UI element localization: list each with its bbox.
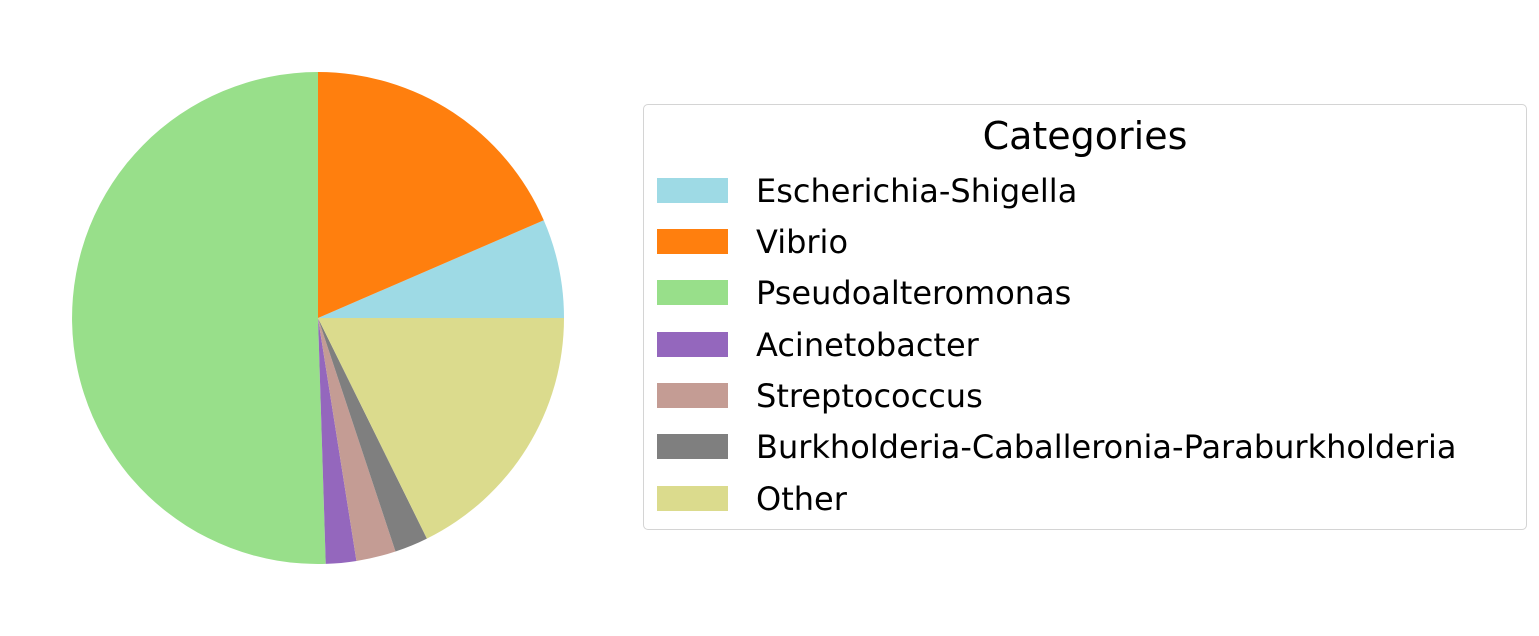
legend-swatch bbox=[657, 332, 728, 357]
legend-label: Vibrio bbox=[756, 223, 849, 261]
legend-label: Burkholderia-Caballeronia-Paraburkholder… bbox=[756, 428, 1457, 466]
legend-entry-vibrio: Vibrio bbox=[644, 220, 1526, 264]
legend-swatch bbox=[657, 383, 728, 408]
legend-label: Pseudoalteromonas bbox=[756, 274, 1072, 312]
legend-swatch bbox=[657, 280, 728, 305]
pie-slice-streptococcus bbox=[318, 318, 396, 561]
legend-label: Streptococcus bbox=[756, 377, 983, 415]
legend-entry-acinetobacter: Acinetobacter bbox=[644, 323, 1526, 367]
legend-swatch bbox=[657, 178, 728, 203]
legend-entry-escherichia-shigella: Escherichia-Shigella bbox=[644, 169, 1526, 213]
legend-entry-streptococcus: Streptococcus bbox=[644, 374, 1526, 418]
pie-slice-burkholderia-caballeronia-paraburkholderia bbox=[318, 318, 427, 552]
pie-slices-group bbox=[72, 72, 564, 565]
legend-entry-burkholderia: Burkholderia-Caballeronia-Paraburkholder… bbox=[644, 425, 1526, 469]
legend-swatch bbox=[657, 434, 728, 459]
legend-entry-pseudoalteromonas: Pseudoalteromonas bbox=[644, 271, 1526, 315]
pie-slice-acinetobacter bbox=[318, 318, 357, 564]
legend-label: Escherichia-Shigella bbox=[756, 172, 1078, 210]
legend-label: Acinetobacter bbox=[756, 326, 979, 364]
legend-entry-other: Other bbox=[644, 477, 1526, 521]
pie-plot-area bbox=[72, 72, 564, 565]
legend-swatch bbox=[657, 229, 728, 254]
pie-slice-vibrio bbox=[318, 72, 544, 318]
legend-swatch bbox=[657, 486, 728, 511]
legend-title: Categories bbox=[982, 114, 1188, 158]
pie-slice-escherichia-shigella bbox=[318, 220, 564, 318]
legend: Categories Escherichia-Shigella Vibrio P… bbox=[643, 104, 1527, 530]
legend-label: Other bbox=[756, 480, 847, 518]
pie-slice-other bbox=[318, 318, 564, 539]
pie-slice-pseudoalteromonas bbox=[72, 72, 326, 565]
